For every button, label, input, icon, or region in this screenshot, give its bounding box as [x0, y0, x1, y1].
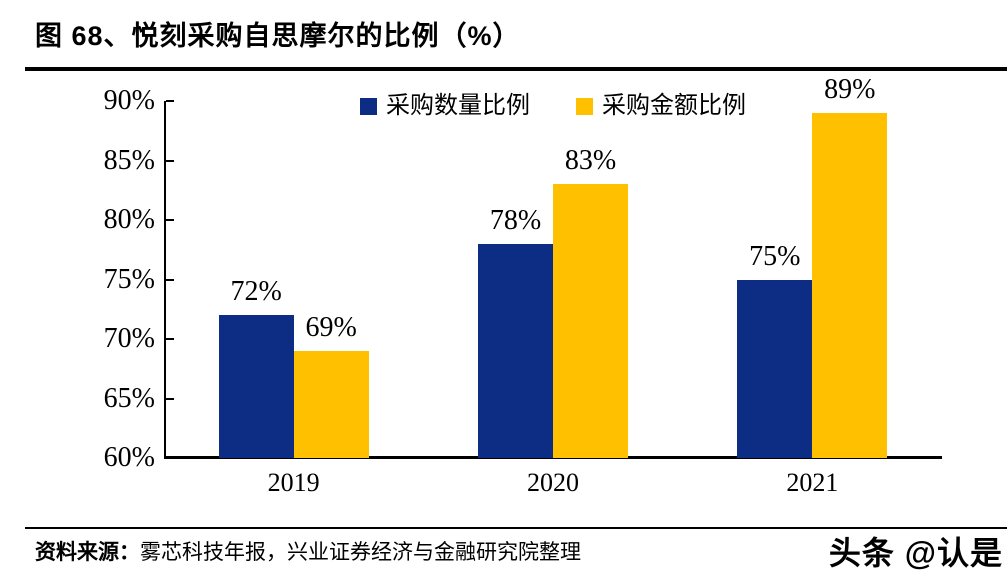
y-axis-line: [164, 101, 166, 458]
y-tick-label: 85%: [103, 144, 155, 176]
legend-label: 采购金额比例: [602, 93, 746, 119]
y-axis-tick: [166, 159, 174, 162]
y-axis-tick: [166, 338, 174, 340]
x-category-label: 2020: [527, 468, 579, 497]
y-tick-label: 60%: [103, 442, 155, 473]
bar-amount: [293, 350, 369, 458]
source-label: 资料来源：: [35, 540, 140, 564]
bar-quantity: [218, 315, 294, 458]
y-axis-tick: [166, 457, 174, 459]
bar-value-label: 89%: [824, 73, 876, 105]
y-tick-label: 90%: [103, 85, 155, 116]
title-divider: [25, 67, 1007, 71]
bar-amount: [812, 112, 888, 458]
chart-legend: 采购数量比例 采购金额比例: [164, 90, 942, 122]
x-category-label: 2021: [786, 468, 839, 497]
y-axis-tick: [166, 278, 174, 281]
legend-item: 采购数量比例: [360, 94, 530, 118]
bar-quantity: [478, 243, 553, 458]
bar-quantity: [737, 279, 813, 458]
footer-divider: [25, 527, 1007, 529]
legend-swatch: [360, 97, 377, 115]
bar-value-label: 69%: [305, 311, 357, 343]
y-axis-tick: [166, 397, 174, 400]
y-axis-tick: [166, 100, 174, 102]
bar-value-label: 78%: [489, 204, 542, 236]
legend-item: 采购金额比例: [576, 94, 746, 118]
y-tick-label: 70%: [103, 323, 155, 354]
legend-label: 采购数量比例: [386, 93, 530, 119]
source-note: 资料来源：雾芯科技年报，兴业证券经济与金融研究院整理: [35, 536, 581, 566]
y-tick-label: 80%: [103, 204, 155, 235]
bar-amount: [553, 184, 628, 458]
bar-value-label: 72%: [230, 276, 282, 308]
bar-value-label: 83%: [564, 145, 617, 177]
x-category-label: 2019: [267, 468, 320, 497]
source-text: 雾芯科技年报，兴业证券经济与金融研究院整理: [140, 540, 581, 564]
watermark: 头条 @认是: [828, 535, 1003, 571]
figure-title: 图 68、悦刻采购自思摩尔的比例（%）: [35, 21, 521, 51]
legend-swatch: [576, 97, 593, 115]
y-axis-tick: [166, 219, 174, 221]
y-tick-label: 65%: [103, 382, 155, 414]
bar-value-label: 75%: [749, 240, 801, 272]
y-tick-label: 75%: [103, 263, 155, 295]
